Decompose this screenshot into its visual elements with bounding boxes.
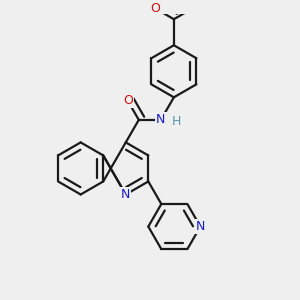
Text: O: O (150, 2, 160, 15)
Text: H: H (172, 115, 181, 128)
Text: N: N (121, 188, 130, 201)
Text: N: N (156, 113, 166, 126)
Text: N: N (196, 220, 205, 233)
Text: O: O (123, 94, 133, 107)
